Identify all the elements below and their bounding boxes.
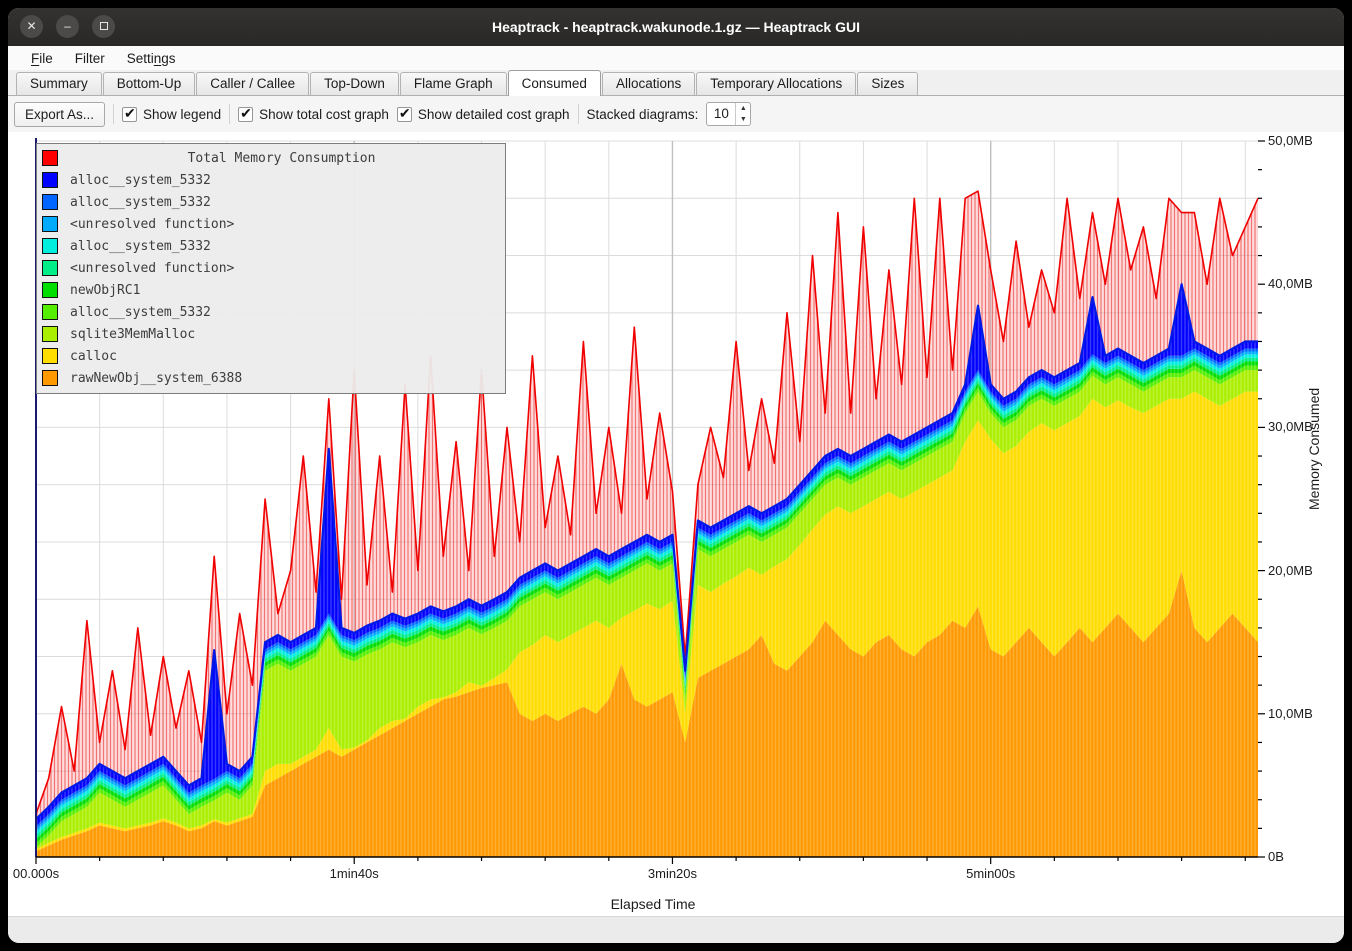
legend-swatch-icon — [42, 282, 58, 298]
legend-swatch-icon — [42, 260, 58, 276]
y-tick-label: 10,0MB — [1268, 705, 1313, 721]
x-tick-label: 5min00s — [966, 866, 1016, 881]
tab-sizes[interactable]: Sizes — [857, 72, 919, 95]
legend-item: sqlite3MemMalloc — [37, 323, 505, 345]
y-tick-label: 50,0MB — [1268, 132, 1313, 148]
tab-temporary-allocations[interactable]: Temporary Allocations — [696, 72, 857, 95]
tab-flame-graph[interactable]: Flame Graph — [399, 72, 507, 95]
y-tick-label: 20,0MB — [1268, 562, 1313, 578]
legend-item: Total Memory Consumption — [37, 147, 505, 169]
chart-area: Total Memory Consumption alloc__system_53… — [8, 132, 1344, 916]
legend-label: alloc__system_5332 — [70, 194, 211, 210]
menu-settings[interactable]: Settings — [126, 50, 176, 66]
legend-swatch-icon — [42, 238, 58, 254]
tab-summary[interactable]: Summary — [16, 72, 102, 95]
checkbox-icon: ✔ — [238, 104, 254, 122]
legend-title: Total Memory Consumption — [187, 150, 376, 166]
window-bottom-strip — [8, 916, 1344, 943]
legend-label: alloc__system_5332 — [70, 238, 211, 254]
menu-filter[interactable]: Filter — [74, 50, 105, 66]
tab-caller-callee[interactable]: Caller / Callee — [196, 72, 310, 95]
window-title: Heaptrack - heaptrack.wakunode.1.gz — He… — [491, 19, 860, 35]
legend-swatch-icon — [42, 194, 58, 210]
legend-label: rawNewObj__system_6388 — [70, 370, 243, 386]
legend-item: calloc — [37, 345, 505, 367]
stack-top-line — [35, 283, 1258, 820]
stacked-diagrams-spinner[interactable]: 10 ▲ ▼ — [706, 102, 752, 126]
legend-swatch-icon — [42, 304, 58, 320]
legend-swatch-icon — [42, 348, 58, 364]
show-total-cost-checkbox[interactable]: ✔ Show total cost graph — [238, 104, 389, 122]
chart-legend: Total Memory Consumption alloc__system_53… — [36, 143, 506, 394]
legend-label: calloc — [70, 348, 117, 364]
export-as-button[interactable]: Export As... — [14, 101, 106, 127]
legend-label: sqlite3MemMalloc — [70, 326, 196, 342]
legend-label: alloc__system_5332 — [70, 172, 211, 188]
legend-item: alloc__system_5332 — [37, 301, 505, 323]
checkbox-icon: ✔ — [396, 104, 412, 122]
legend-label: <unresolved function> — [70, 260, 235, 276]
memory-consumption-chart[interactable] — [8, 8, 1344, 943]
menubar: File Filter Settings — [8, 46, 1344, 70]
legend-item: newObjRC1 — [37, 279, 505, 301]
legend-swatch-icon — [42, 370, 58, 386]
stacked-diagrams-label: Stacked diagrams: — [586, 106, 699, 122]
y-axis-label: Memory Consumed — [1306, 387, 1322, 510]
legend-swatch-icon — [42, 326, 58, 342]
total-cost-area — [36, 191, 1258, 820]
maximize-icon[interactable] — [92, 15, 115, 38]
y-tick-label: 40,0MB — [1268, 275, 1313, 291]
minimize-icon[interactable]: – — [56, 15, 79, 38]
y-tick-label: 30,0MB — [1268, 419, 1313, 435]
tab-allocations[interactable]: Allocations — [601, 72, 696, 95]
x-tick-label: 1min40s — [329, 866, 379, 881]
toolbar: Export As... ✔ Show legend ✔ Show total … — [8, 96, 1344, 132]
spinner-up-icon[interactable]: ▲ — [739, 105, 747, 112]
heaptrack-window: ✕ – Heaptrack - heaptrack.wakunode.1.gz … — [8, 8, 1344, 943]
tab-bottom-up[interactable]: Bottom-Up — [102, 72, 196, 95]
legend-item: <unresolved function> — [37, 257, 505, 279]
legend-swatch-icon — [42, 216, 58, 232]
toolbar-separator — [229, 104, 231, 124]
show-legend-checkbox[interactable]: ✔ Show legend — [122, 104, 222, 122]
legend-item: rawNewObj__system_6388 — [37, 367, 505, 389]
legend-label: <unresolved function> — [70, 216, 235, 232]
x-tick-label: 3min20s — [647, 866, 698, 881]
legend-item: alloc__system_5332 — [37, 235, 505, 257]
close-icon[interactable]: ✕ — [20, 15, 43, 38]
y-tick-label: 0B — [1268, 848, 1284, 864]
legend-item: <unresolved function> — [37, 213, 505, 235]
x-axis-label: Elapsed Time — [610, 896, 696, 912]
legend-label: alloc__system_5332 — [70, 304, 211, 320]
spinner-down-icon[interactable]: ▼ — [739, 116, 747, 123]
menu-file[interactable]: File — [31, 50, 53, 66]
tab-bar: Summary Bottom-Up Caller / Callee Top-Do… — [8, 70, 1344, 96]
tab-consumed[interactable]: Consumed — [507, 70, 601, 96]
titlebar: ✕ – Heaptrack - heaptrack.wakunode.1.gz … — [8, 8, 1344, 46]
legend-item: alloc__system_5332 — [37, 191, 505, 213]
legend-label: newObjRC1 — [70, 282, 141, 298]
legend-swatch-icon — [42, 172, 58, 188]
checkbox-icon: ✔ — [122, 104, 138, 122]
toolbar-separator — [577, 104, 579, 124]
x-tick-label: 00.000s — [12, 866, 60, 881]
legend-swatch-icon — [42, 150, 58, 166]
tab-top-down[interactable]: Top-Down — [310, 72, 399, 95]
toolbar-separator — [113, 104, 115, 124]
total-cost-line — [35, 190, 1259, 815]
legend-item: alloc__system_5332 — [37, 169, 505, 191]
show-detailed-cost-checkbox[interactable]: ✔ Show detailed cost graph — [396, 104, 570, 122]
